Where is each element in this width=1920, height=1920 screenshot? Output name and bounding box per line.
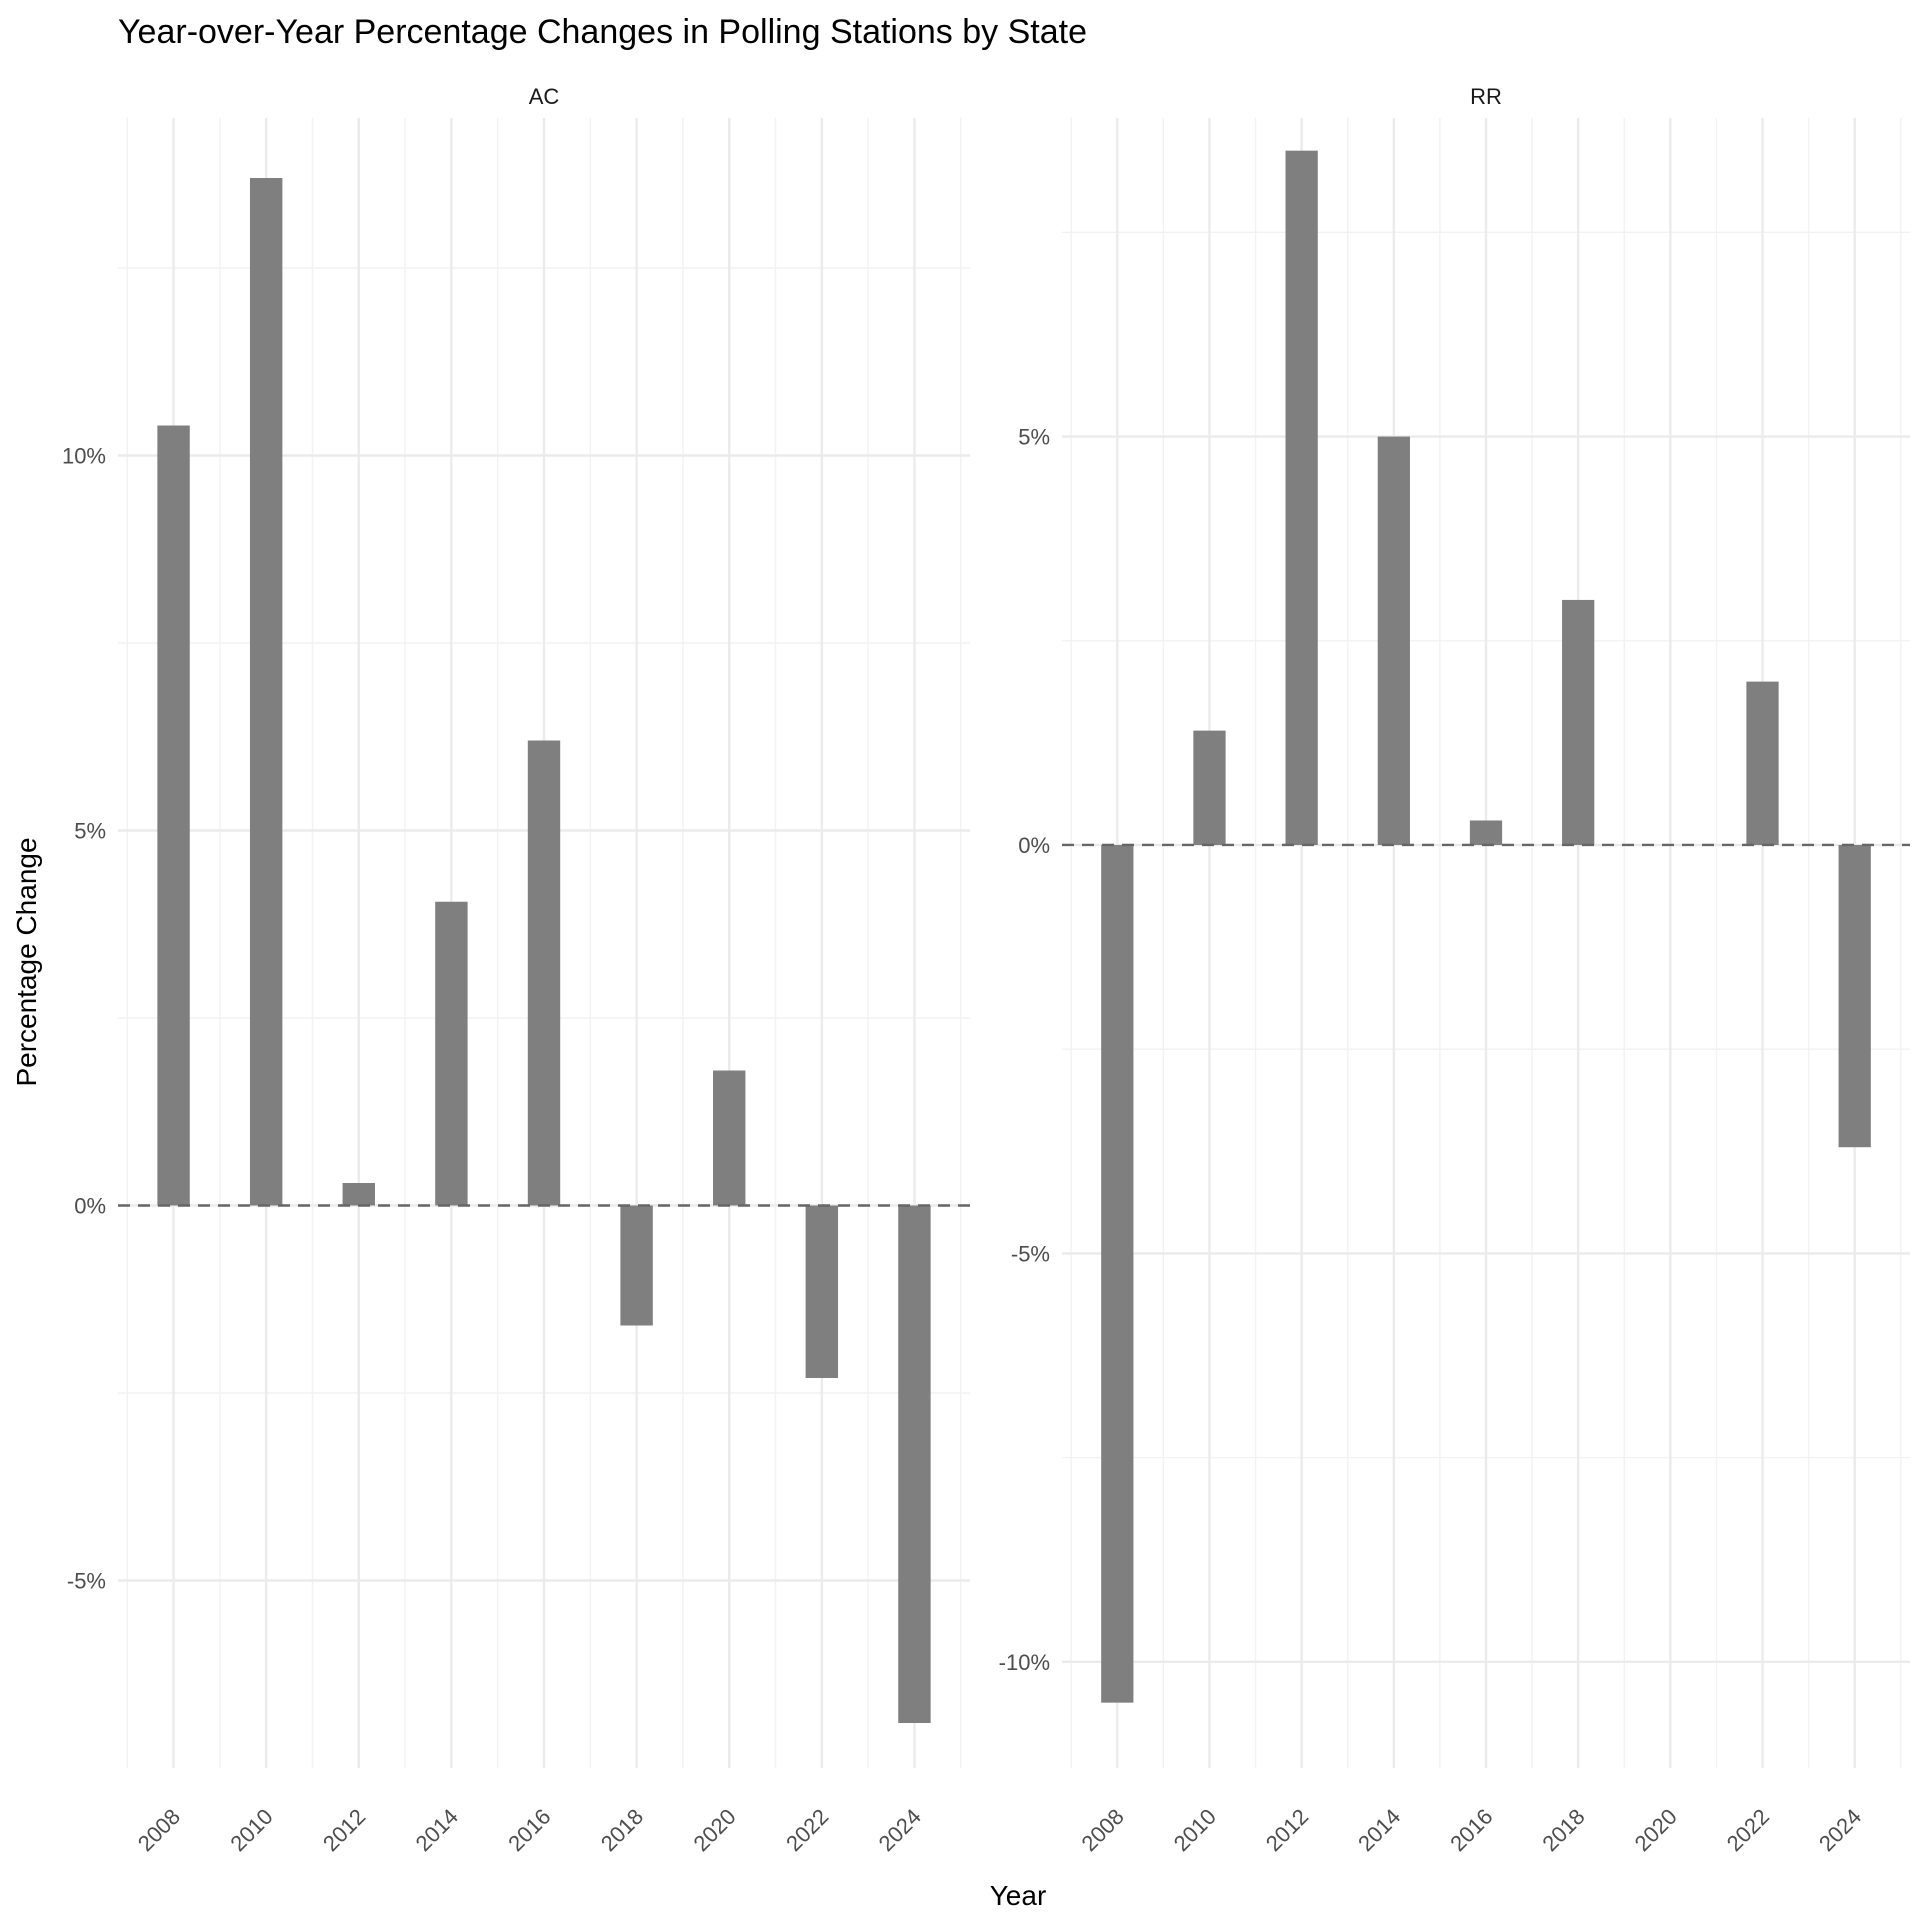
- x-tick-label: 2016: [1445, 1804, 1497, 1856]
- x-tick-label: 2022: [1722, 1804, 1774, 1856]
- bar-2008: [1101, 844, 1134, 1703]
- bar-2016: [527, 740, 561, 1206]
- bar-2014: [1377, 436, 1410, 845]
- bar-2022: [1746, 681, 1779, 845]
- chart-title: Year-over-Year Percentage Changes in Pol…: [118, 13, 1087, 51]
- x-tick-label: 2014: [411, 1804, 463, 1856]
- y-tick-label: 0%: [74, 1194, 106, 1219]
- bar-2024: [898, 1205, 931, 1723]
- y-tick-label: -5%: [1011, 1241, 1050, 1266]
- y-tick-label: 5%: [74, 819, 106, 844]
- bar-2014: [435, 901, 468, 1206]
- bar-2018: [1562, 599, 1595, 845]
- bar-2016: [1469, 820, 1503, 845]
- x-tick-label: 2024: [874, 1804, 926, 1856]
- bar-2010: [1193, 730, 1226, 845]
- x-tick-label: 2022: [781, 1804, 833, 1856]
- y-axis-title: Percentage Change: [11, 837, 42, 1086]
- bar-2020: [713, 1070, 746, 1206]
- bar-2008: [157, 425, 190, 1206]
- x-tick-label: 2018: [1537, 1804, 1589, 1856]
- y-tick-label: 10%: [62, 444, 106, 469]
- y-tick-label: -10%: [999, 1650, 1050, 1675]
- panel-label: RR: [1470, 84, 1502, 109]
- panel-ac: AC -5% 0% 5% 10% 2008 2010 2012 2014 2016 2018 2020…: [62, 84, 970, 1856]
- bar-2010: [249, 178, 283, 1206]
- panel-label: AC: [529, 84, 560, 109]
- x-tick-label: 2010: [1169, 1804, 1221, 1856]
- x-tick-label: 2008: [1077, 1804, 1129, 1856]
- x-tick-label: 2012: [1261, 1804, 1313, 1856]
- bar-2012: [1285, 150, 1318, 845]
- x-tick-label: 2020: [688, 1804, 740, 1856]
- bar-2024: [1838, 844, 1871, 1148]
- panel-rr: RR -10% -5% 0% 5% 2008 2010 2012 2014 2016 2018 202…: [999, 84, 1910, 1856]
- y-tick-label: 5%: [1018, 425, 1050, 450]
- x-tick-label: 2010: [225, 1804, 277, 1856]
- y-tick-label: -5%: [67, 1569, 106, 1594]
- x-tick-label: 2008: [133, 1804, 185, 1856]
- x-tick-label: 2014: [1353, 1804, 1405, 1856]
- x-tick-label: 2024: [1814, 1804, 1866, 1856]
- bar-2018: [620, 1205, 653, 1326]
- x-tick-label: 2020: [1630, 1804, 1682, 1856]
- bar-2022: [805, 1205, 839, 1378]
- y-tick-label: 0%: [1018, 833, 1050, 858]
- x-axis-title: Year: [990, 1880, 1047, 1911]
- x-tick-label: 2016: [503, 1804, 555, 1856]
- x-tick-label: 2012: [318, 1804, 370, 1856]
- bar-2012: [342, 1183, 375, 1206]
- x-tick-label: 2018: [596, 1804, 648, 1856]
